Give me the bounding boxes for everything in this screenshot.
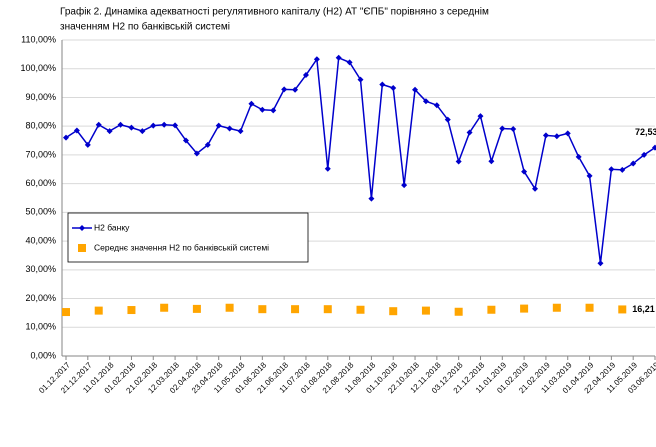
data-point bbox=[499, 125, 506, 132]
y-tick-label: 60,00% bbox=[25, 178, 56, 188]
legend-box bbox=[67, 212, 309, 263]
y-tick-label: 0,00% bbox=[30, 350, 56, 360]
data-point bbox=[433, 102, 440, 109]
data-point bbox=[652, 144, 656, 151]
data-point bbox=[335, 54, 342, 61]
data-point bbox=[379, 81, 386, 88]
data-point bbox=[619, 166, 626, 173]
data-point bbox=[324, 165, 331, 172]
data-point bbox=[106, 128, 113, 135]
data-point bbox=[586, 172, 593, 179]
data-point bbox=[84, 141, 91, 148]
data-point bbox=[542, 132, 549, 139]
data-point bbox=[597, 260, 604, 267]
data-point bbox=[585, 303, 594, 312]
data-point bbox=[389, 307, 398, 316]
chart-title: Графік 2. Динаміка адекватності регуляти… bbox=[60, 6, 489, 18]
y-tick-label: 40,00% bbox=[25, 235, 56, 245]
data-point bbox=[237, 128, 244, 135]
data-point bbox=[575, 153, 582, 160]
data-point bbox=[641, 151, 648, 158]
data-point bbox=[259, 106, 266, 113]
data-point bbox=[401, 182, 408, 189]
legend-label: Середнє значення Н2 по банківській систе… bbox=[94, 242, 269, 252]
data-point bbox=[564, 130, 571, 137]
data-point bbox=[488, 158, 495, 165]
data-point bbox=[553, 133, 560, 140]
data-point bbox=[225, 303, 234, 312]
data-point bbox=[62, 308, 70, 317]
data-point bbox=[532, 185, 539, 192]
y-tick-label: 80,00% bbox=[25, 121, 56, 131]
data-point bbox=[192, 304, 201, 313]
data-point bbox=[455, 158, 462, 165]
data-point bbox=[323, 305, 332, 314]
data-point bbox=[215, 122, 222, 129]
data-point bbox=[412, 86, 419, 93]
data-point bbox=[608, 166, 615, 173]
data-point bbox=[618, 305, 627, 314]
data-point bbox=[521, 168, 528, 175]
y-tick-label: 50,00% bbox=[25, 207, 56, 217]
data-point bbox=[466, 129, 473, 136]
data-point bbox=[95, 121, 102, 128]
data-point bbox=[172, 122, 179, 129]
data-point bbox=[193, 150, 200, 157]
data-point bbox=[94, 306, 103, 315]
data-label: 16,21 bbox=[632, 304, 655, 314]
y-tick-label: 30,00% bbox=[25, 264, 56, 274]
data-point bbox=[270, 107, 277, 114]
data-point bbox=[127, 306, 136, 315]
data-point bbox=[281, 86, 288, 93]
legend-label: Н2 банку bbox=[94, 222, 130, 232]
data-point bbox=[292, 86, 299, 93]
data-point bbox=[226, 125, 233, 132]
data-point bbox=[477, 113, 484, 120]
data-point bbox=[390, 84, 397, 91]
data-point bbox=[356, 305, 365, 314]
y-tick-label: 100,00% bbox=[20, 63, 56, 73]
data-point bbox=[63, 134, 69, 141]
data-point bbox=[291, 305, 300, 314]
data-point bbox=[520, 304, 529, 313]
data-point bbox=[248, 100, 255, 107]
legend-marker bbox=[78, 244, 86, 252]
data-point bbox=[182, 137, 189, 144]
y-tick-label: 110,00% bbox=[21, 34, 56, 44]
data-point bbox=[302, 72, 309, 79]
data-point bbox=[313, 56, 320, 63]
data-point bbox=[128, 124, 135, 131]
data-point bbox=[117, 121, 124, 128]
y-tick-label: 10,00% bbox=[25, 322, 56, 332]
data-point bbox=[161, 121, 168, 128]
data-point bbox=[160, 303, 169, 312]
legend-marker bbox=[79, 225, 85, 231]
data-point bbox=[150, 122, 157, 129]
data-label: 72,53 bbox=[635, 127, 656, 137]
legend: Н2 банку Середнє значення Н2 по банківськ… bbox=[67, 212, 309, 263]
data-point bbox=[552, 303, 561, 312]
data-point bbox=[421, 306, 430, 315]
data-point bbox=[444, 116, 451, 123]
data-point bbox=[73, 127, 80, 134]
data-point bbox=[510, 126, 517, 133]
chart-subtitle: значенням Н2 по банківській системі bbox=[60, 21, 230, 33]
data-point bbox=[258, 305, 267, 314]
data-point bbox=[357, 76, 364, 83]
data-point bbox=[139, 128, 146, 135]
data-point bbox=[346, 59, 353, 66]
data-point bbox=[204, 141, 211, 148]
data-point bbox=[422, 98, 429, 105]
y-tick-label: 90,00% bbox=[25, 92, 56, 102]
data-point bbox=[454, 307, 463, 316]
y-tick-label: 20,00% bbox=[25, 293, 56, 303]
data-point bbox=[630, 160, 637, 167]
data-point bbox=[487, 305, 496, 314]
y-tick-label: 70,00% bbox=[25, 149, 56, 159]
data-point bbox=[368, 195, 375, 202]
